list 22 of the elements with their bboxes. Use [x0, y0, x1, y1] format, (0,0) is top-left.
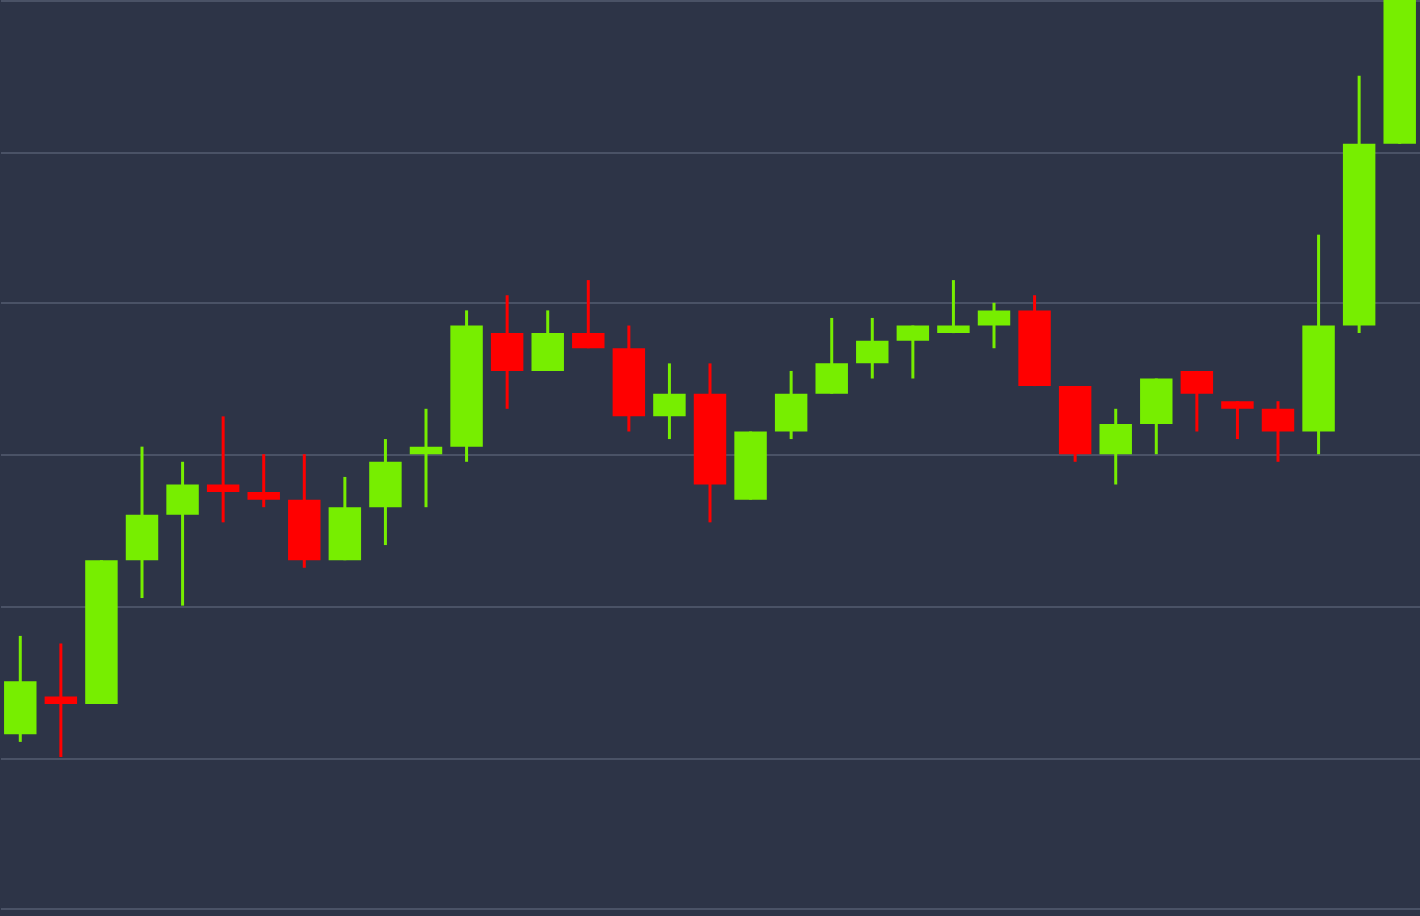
candlestick [247, 452, 280, 509]
candlestick [572, 278, 605, 350]
candlestick [125, 445, 159, 600]
candlestick [815, 316, 848, 396]
candlestick [409, 407, 443, 509]
candlestick [1099, 407, 1132, 486]
candlestick [1261, 399, 1295, 464]
candlestick [1221, 399, 1254, 441]
candlestick [977, 301, 1011, 350]
candlestick [896, 324, 930, 381]
candlestick [774, 369, 808, 441]
candlestick [937, 278, 970, 335]
candlestick [1180, 369, 1214, 433]
candlestick [653, 361, 686, 441]
candlestick [166, 460, 199, 608]
candlestick [369, 437, 402, 547]
candlestick [206, 414, 240, 524]
candlestick [1140, 377, 1173, 456]
candlestick [531, 308, 564, 373]
candlestick [856, 316, 889, 381]
candlestick [44, 641, 78, 759]
candlestick [490, 293, 524, 411]
